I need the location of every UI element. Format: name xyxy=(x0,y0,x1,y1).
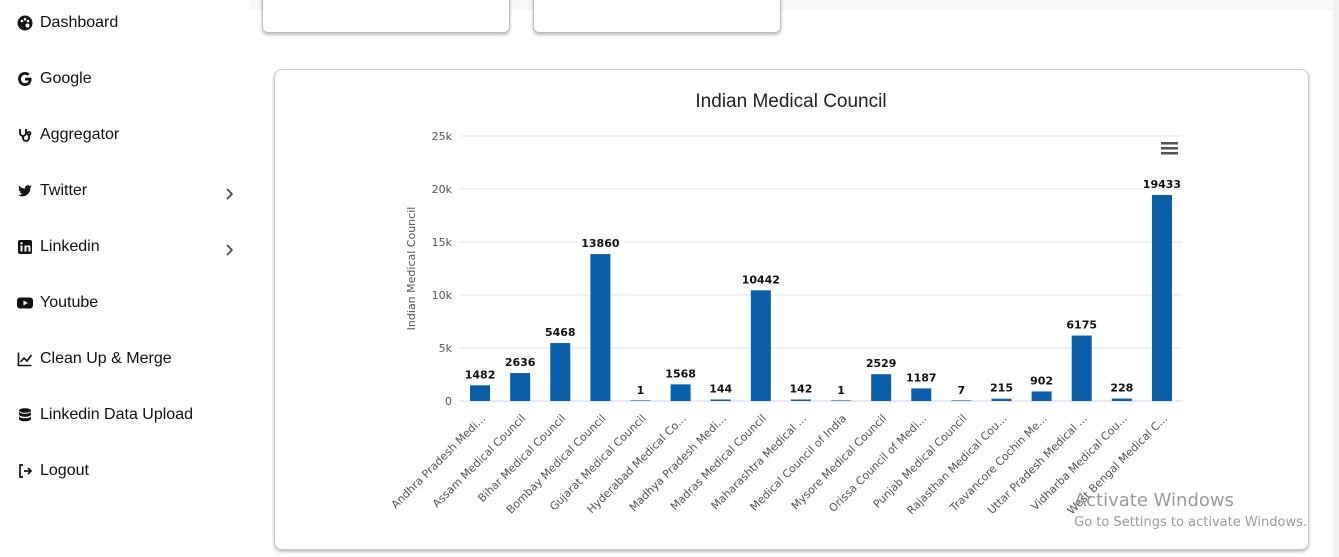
twitter-icon xyxy=(16,182,34,200)
sidebar-item-label: Dashboard xyxy=(40,14,119,31)
chart-title: Indian Medical Council xyxy=(695,91,886,112)
sidebar-item-linkedin[interactable]: Linkedin xyxy=(16,238,100,256)
chevron-right-icon[interactable] xyxy=(222,243,236,257)
bar xyxy=(750,290,771,401)
main-content: Indian Medical Council 0 5k 10k 15k 20k 25k Ind… xyxy=(250,0,1339,557)
data-label: 1187 xyxy=(906,371,937,384)
sidebar-item-aggregator[interactable]: Aggregator xyxy=(16,126,119,144)
y-tick-label: 5k xyxy=(439,342,453,355)
stethoscope-icon xyxy=(16,126,34,144)
y-tick-label: 15k xyxy=(432,236,453,249)
sidebar-item-label: Linkedin Data Upload xyxy=(40,406,193,423)
y-tick-label: 20k xyxy=(432,183,453,196)
bar-chart: Indian Medical Council 0 5k 10k 15k 20k 25k Ind… xyxy=(389,91,1182,517)
bar xyxy=(590,254,611,401)
watermark-subtitle: Go to Settings to activate Windows. xyxy=(1074,515,1307,530)
bar xyxy=(710,399,731,401)
youtube-icon xyxy=(16,294,34,312)
sidebar-item-logout[interactable]: Logout xyxy=(16,462,89,480)
data-label: 142 xyxy=(789,382,812,395)
bar xyxy=(630,400,651,401)
sidebar-item-label: Linkedin xyxy=(40,238,100,255)
data-label: 1 xyxy=(637,384,645,397)
bar xyxy=(991,398,1012,401)
bar xyxy=(831,400,852,401)
top-strip xyxy=(250,0,1339,10)
bar xyxy=(510,373,531,401)
data-label: 19433 xyxy=(1143,178,1181,191)
data-label: 10442 xyxy=(742,273,780,286)
chevron-right-icon[interactable] xyxy=(222,187,236,201)
bar xyxy=(790,399,811,401)
data-label: 902 xyxy=(1030,374,1053,387)
sidebar-item-twitter[interactable]: Twitter xyxy=(16,182,87,200)
data-label: 7 xyxy=(958,384,966,397)
data-label: 2636 xyxy=(505,356,536,369)
summary-card-1 xyxy=(262,0,510,33)
sidebar-item-label: Google xyxy=(40,70,92,87)
logout-icon xyxy=(16,462,34,480)
bar xyxy=(951,400,972,401)
palette-icon xyxy=(16,14,34,32)
activation-watermark: Activate Windows Go to Settings to activ… xyxy=(1074,490,1307,530)
bar xyxy=(1151,195,1172,401)
sidebar: Dashboard Google Aggregator Twitter Linkedin… xyxy=(0,0,251,557)
summary-card-2 xyxy=(533,0,781,33)
y-tick-label: 10k xyxy=(432,289,453,302)
watermark-title: Activate Windows xyxy=(1074,490,1234,511)
bar xyxy=(470,385,491,401)
sidebar-item-clean-up-merge[interactable]: Clean Up & Merge xyxy=(16,350,172,368)
sidebar-item-label: Aggregator xyxy=(40,126,120,143)
sidebar-item-label: Twitter xyxy=(40,182,88,199)
chart-menu-icon[interactable] xyxy=(1161,142,1178,155)
line-chart-icon xyxy=(16,350,34,368)
data-label: 144 xyxy=(709,382,732,395)
data-label: 215 xyxy=(990,382,1013,395)
data-label: 1568 xyxy=(665,367,696,380)
data-label: 6175 xyxy=(1066,319,1097,332)
data-label: 5468 xyxy=(545,326,576,339)
data-label: 13860 xyxy=(581,237,620,250)
data-label: 1482 xyxy=(465,368,496,381)
data-label: 2529 xyxy=(866,357,897,370)
bar xyxy=(871,374,892,401)
window-scrollbar[interactable] xyxy=(1333,0,1339,557)
sidebar-item-label: Youtube xyxy=(40,294,99,311)
bar xyxy=(1071,335,1092,401)
bar xyxy=(550,343,571,401)
data-label: 1 xyxy=(837,384,845,397)
sidebar-item-youtube[interactable]: Youtube xyxy=(16,294,98,312)
y-axis-label: Indian Medical Council xyxy=(405,207,418,331)
y-tick-label: 0 xyxy=(445,395,452,408)
linkedin-icon xyxy=(16,238,34,256)
y-tick-label: 25k xyxy=(432,130,453,143)
sidebar-item-label: Clean Up & Merge xyxy=(40,350,172,367)
sidebar-item-google[interactable]: Google xyxy=(16,70,92,88)
sidebar-item-label: Logout xyxy=(40,462,89,479)
chart-card: Indian Medical Council 0 5k 10k 15k 20k 25k Ind… xyxy=(274,69,1309,550)
bar xyxy=(1031,391,1052,401)
sidebar-item-dashboard[interactable]: Dashboard xyxy=(16,14,118,32)
bar xyxy=(670,384,691,401)
bar xyxy=(1111,398,1132,401)
bar xyxy=(911,388,932,401)
sidebar-item-linkedin-data-upload[interactable]: Linkedin Data Upload xyxy=(16,406,193,424)
data-label: 228 xyxy=(1110,382,1133,395)
google-icon xyxy=(16,70,34,88)
database-icon xyxy=(16,406,34,424)
